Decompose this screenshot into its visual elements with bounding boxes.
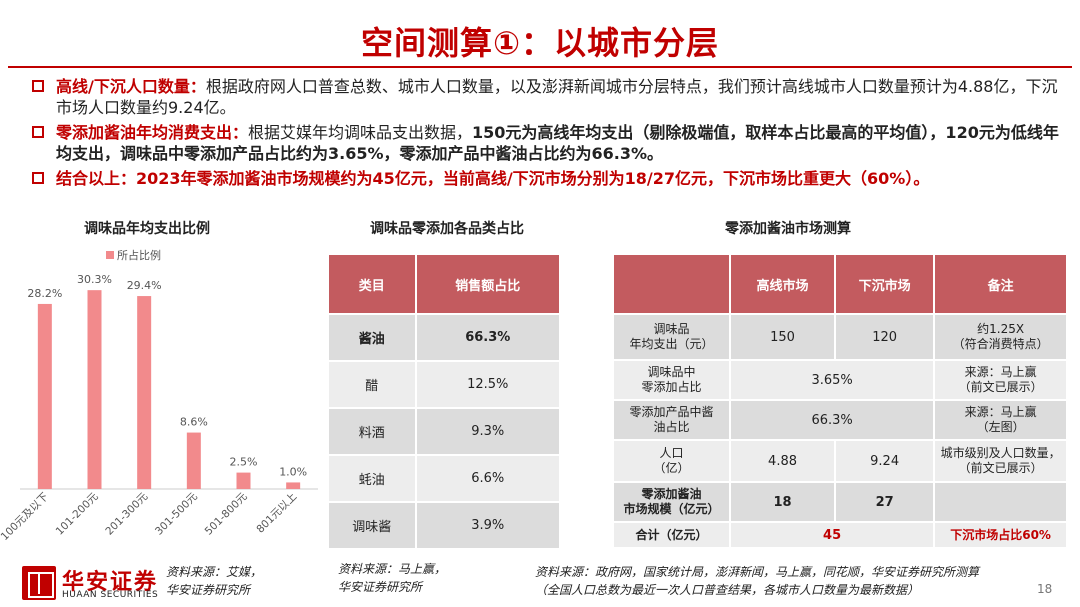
bar [186, 432, 201, 489]
chart-source-note: 资料来源：艾媒， 华安证券研究所 [166, 565, 263, 597]
spending-bar-chart: 所占比例 28.2% 100元及以下 30.3% 101-200元 29.4% 201-30… [0, 248, 318, 543]
table-cell: 醋 [329, 362, 415, 407]
bullet-text: 根据政府网人口普查总数、城市人口数量，以及澎湃新闻城市分层特点，我们预计高线城市… [56, 77, 1058, 117]
table2-source-note: 资料来源：政府网，国家统计局，澎湃新闻，马上赢，同花顺，华安证券研究所测算 （全… [535, 565, 980, 597]
table-cell: 蚝油 [329, 456, 415, 501]
table-cell: 料酒 [329, 409, 415, 454]
row-label: 调味品 年均支出（元） [614, 315, 729, 359]
legend-label: 所占比例 [117, 248, 161, 262]
market-estimate-table: 高线市场 下沉市场 备注 调味品 年均支出（元） 150 120 约1.25X … [612, 253, 1068, 549]
bar [137, 296, 152, 489]
page-number: 18 [1037, 582, 1053, 596]
table-cell: 城市级别及人口数量， （前文已展示） [935, 441, 1066, 481]
table-cell: 4.88 [731, 441, 835, 481]
data-label: 28.2% [27, 287, 62, 300]
table-cell: 120 [836, 315, 934, 359]
table-cell: 约1.25X （符合消费特点） [935, 315, 1066, 359]
summary-bullets: 高线/下沉人口数量：根据政府网人口普查总数、城市人口数量，以及澎湃新闻城市分层特… [30, 76, 1060, 193]
table-row: 人口 （亿） 4.88 9.24 城市级别及人口数量， （前文已展示） [614, 441, 1066, 481]
square-bullet-icon [32, 172, 44, 184]
data-label: 30.3% [77, 273, 112, 286]
table-row: 调味品 年均支出（元） 150 120 约1.25X （符合消费特点） [614, 315, 1066, 359]
seal-logo-icon [22, 566, 56, 600]
logo-english-name: HUAAN SECURITIES [62, 590, 159, 600]
table-cell: 酱油 [329, 315, 415, 360]
row-label: 零添加酱油 市场规模（亿元） [614, 483, 729, 521]
bullet-text: 2023年零添加酱油市场规模约为45亿元，当前高线/下沉市场分别为18/27亿元… [136, 169, 930, 188]
logo-chinese-name: 华安证券 [62, 570, 159, 595]
table-cell: 18 [731, 483, 835, 521]
bar [286, 482, 301, 489]
table-row: 蚝油 6.6% [329, 456, 559, 501]
bullet-population: 高线/下沉人口数量：根据政府网人口普查总数、城市人口数量，以及澎湃新闻城市分层特… [30, 76, 1060, 118]
table-cell: 66.3% [731, 401, 934, 439]
bullet-spending: 零添加酱油年均消费支出：根据艾媒年均调味品支出数据，150元为高线年均支出（剔除… [30, 122, 1060, 164]
page-title: 空间测算①：以城市分层 [360, 24, 720, 62]
x-tick-label: 201-300元 [103, 490, 150, 537]
table-cell [935, 483, 1066, 521]
table-row: 醋 12.5% [329, 362, 559, 407]
row-label: 合计（亿元） [614, 523, 729, 547]
bar [236, 472, 251, 489]
table2-header-blank [614, 255, 729, 313]
bar [37, 303, 52, 489]
data-label: 1.0% [279, 465, 307, 478]
table-row: 酱油 66.3% [329, 315, 559, 360]
table1-section-title: 调味品零添加各品类占比 [370, 221, 524, 237]
bullet-lead: 零添加酱油年均消费支出： [56, 123, 249, 142]
table-row: 零添加产品中酱 油占比 66.3% 来源：马上赢 （左图） [614, 401, 1066, 439]
title-divider [8, 66, 1072, 68]
bullet-conclusion: 结合以上：2023年零添加酱油市场规模约为45亿元，当前高线/下沉市场分别为18… [30, 168, 1060, 189]
data-label: 2.5% [230, 456, 258, 469]
square-bullet-icon [32, 80, 44, 92]
chart-section-title: 调味品年均支出比例 [84, 221, 210, 237]
table-cell: 66.3% [416, 315, 559, 360]
table-cell: 12.5% [416, 362, 559, 407]
table-cell: 45 [731, 523, 934, 547]
bullet-lead: 结合以上： [56, 169, 137, 188]
table-row: 调味酱 3.9% [329, 503, 559, 548]
table-cell: 9.3% [416, 409, 559, 454]
table-row: 零添加酱油 市场规模（亿元） 18 27 [614, 483, 1066, 521]
row-label: 调味品中 零添加占比 [614, 361, 729, 399]
x-tick-label: 101-200元 [54, 490, 101, 537]
table-cell: 27 [836, 483, 934, 521]
table-cell: 9.24 [836, 441, 934, 481]
bar [87, 290, 102, 489]
table2-section-title: 零添加酱油市场测算 [725, 221, 851, 237]
table-row: 料酒 9.3% [329, 409, 559, 454]
row-label: 人口 （亿） [614, 441, 729, 481]
table-row: 合计（亿元） 45 下沉市场占比60% [614, 523, 1066, 547]
table-cell: 下沉市场占比60% [935, 523, 1066, 547]
x-tick-label: 801元以上 [254, 491, 299, 536]
table2-header-high: 高线市场 [731, 255, 835, 313]
table1-header-category: 类目 [329, 255, 415, 313]
table-cell: 6.6% [416, 456, 559, 501]
table-cell: 来源：马上赢 （左图） [935, 401, 1066, 439]
x-tick-label: 501-800元 [203, 490, 250, 537]
table-cell: 150 [731, 315, 835, 359]
table1-source-note: 资料来源：马上赢， 华安证券研究所 [338, 562, 447, 594]
table-cell: 3.65% [731, 361, 934, 399]
table2-header-note: 备注 [935, 255, 1066, 313]
table-cell: 3.9% [416, 503, 559, 548]
square-bullet-icon [32, 126, 44, 138]
table-cell: 调味酱 [329, 503, 415, 548]
bullet-lead: 高线/下沉人口数量： [56, 77, 206, 96]
bullet-text-bold: 150元为高线年均支出（剔除极端值，取样本占比最高的平均值），120元为低线年均… [56, 123, 1059, 163]
category-share-table: 类目 销售额占比 酱油 66.3% 醋 12.5% 料酒 9.3% 蚝油 6.6… [327, 253, 561, 550]
data-label: 8.6% [180, 416, 208, 429]
legend-swatch [106, 251, 114, 259]
table2-header-low: 下沉市场 [836, 255, 934, 313]
data-label: 29.4% [127, 279, 162, 292]
table1-header-share: 销售额占比 [416, 255, 559, 313]
x-tick-label: 301-500元 [153, 490, 200, 537]
row-label: 零添加产品中酱 油占比 [614, 401, 729, 439]
table-row: 调味品中 零添加占比 3.65% 来源：马上赢 （前文已展示） [614, 361, 1066, 399]
table-cell: 来源：马上赢 （前文已展示） [935, 361, 1066, 399]
bullet-text: 根据艾媒年均调味品支出数据， [248, 123, 473, 142]
x-tick-label: 100元及以下 [0, 491, 51, 543]
